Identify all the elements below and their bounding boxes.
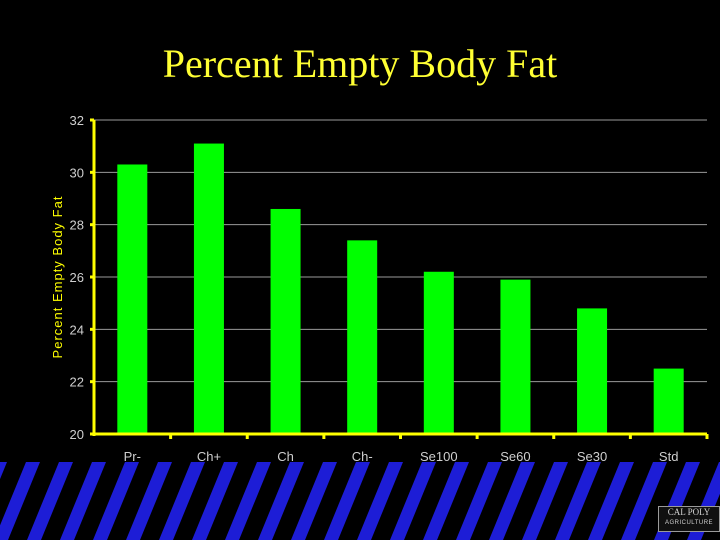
y-tick-label: 22 <box>70 375 84 390</box>
footer-stripe <box>192 462 238 540</box>
y-axis-title: Percent Empty Body Fat <box>50 196 65 359</box>
x-tick-label: Se30 <box>577 449 607 464</box>
footer-stripe <box>555 462 601 540</box>
footer-stripe <box>0 462 7 480</box>
bar-ch <box>270 208 301 434</box>
y-tick-label: 26 <box>70 270 84 285</box>
slide-title: Percent Empty Body Fat <box>162 41 558 86</box>
footer-stripe <box>456 462 502 540</box>
footer-stripe <box>93 462 139 540</box>
bar-ch- <box>347 240 378 434</box>
footer-stripe <box>291 462 337 540</box>
x-tick-label: Se60 <box>500 449 530 464</box>
x-tick-label: Std <box>659 449 679 464</box>
footer-stripe <box>357 462 403 540</box>
footer-stripe <box>588 462 634 540</box>
footer-stripe <box>489 462 535 540</box>
footer-stripe <box>621 462 667 540</box>
footer-stripe <box>324 462 370 540</box>
footer-stripe <box>423 462 469 540</box>
footer-stripe <box>126 462 172 540</box>
x-tick-label: Se100 <box>420 449 458 464</box>
footer-stripe <box>522 462 568 540</box>
cal-poly-logo: CAL POLY AGRICULTURE <box>658 506 720 532</box>
grid-lines <box>94 119 707 383</box>
x-tick-labels: Pr- Ch+ Ch Ch- Se100 Se60 Se30 Std <box>124 449 679 464</box>
x-tick-label: Ch- <box>352 449 373 464</box>
footer-stripe <box>225 462 271 540</box>
bar-pr- <box>117 164 148 434</box>
footer-stripes <box>0 462 720 540</box>
x-tick-label: Pr- <box>124 449 141 464</box>
footer-stripe <box>390 462 436 540</box>
y-tick-label: 32 <box>70 113 84 128</box>
bar-std <box>653 368 684 434</box>
bar-se100 <box>423 271 454 434</box>
x-tick-label: Ch <box>277 449 294 464</box>
y-tick-label: 30 <box>70 165 84 180</box>
y-tick-label: 20 <box>70 427 84 442</box>
y-tick-labels: 20 22 24 26 28 30 32 <box>70 113 84 442</box>
axes <box>90 118 709 439</box>
bars <box>117 143 684 435</box>
footer-stripe <box>159 462 205 540</box>
footer-stripe <box>0 462 40 540</box>
bar-se30 <box>577 308 608 434</box>
footer-stripe <box>60 462 106 540</box>
footer-stripe <box>258 462 304 540</box>
logo-text: CAL POLY <box>667 507 711 517</box>
y-tick-label: 28 <box>70 218 84 233</box>
footer-stripe <box>27 462 73 540</box>
bar-ch- <box>193 143 224 435</box>
logo-subtext: AGRICULTURE <box>664 520 714 526</box>
bar-se60 <box>500 279 531 434</box>
y-tick-label: 24 <box>70 322 84 337</box>
x-tick-label: Ch+ <box>197 449 221 464</box>
